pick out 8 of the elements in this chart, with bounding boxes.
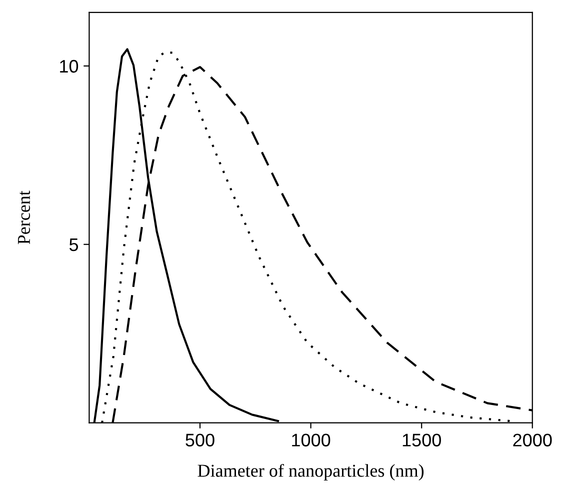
y-tick-label: 10 — [60, 60, 78, 73]
y-tick-label: 5 — [69, 238, 78, 252]
x-axis-title: Diameter of nanoparticles (nm) — [198, 464, 424, 480]
y-axis-title: Percent — [18, 190, 30, 244]
x-tick-label: 500 — [186, 434, 214, 446]
x-tick-label: 1000 — [292, 434, 330, 446]
x-tick-label: 1500 — [402, 434, 441, 446]
x-tick-label: 2000 — [513, 434, 552, 446]
